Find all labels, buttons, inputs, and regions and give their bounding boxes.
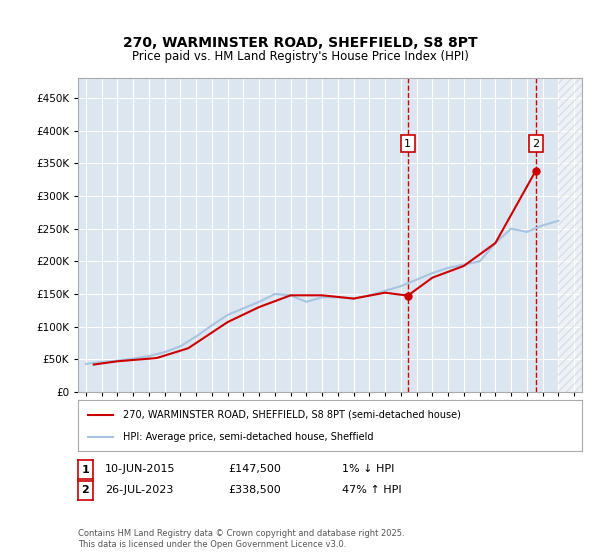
- Text: 1% ↓ HPI: 1% ↓ HPI: [342, 464, 394, 474]
- Bar: [559, 78, 582, 392]
- Text: Price paid vs. HM Land Registry's House Price Index (HPI): Price paid vs. HM Land Registry's House …: [131, 50, 469, 63]
- Text: 2: 2: [82, 486, 89, 495]
- Text: 26-JUL-2023: 26-JUL-2023: [105, 485, 173, 495]
- Text: HPI: Average price, semi-detached house, Sheffield: HPI: Average price, semi-detached house,…: [124, 432, 374, 442]
- Text: 270, WARMINSTER ROAD, SHEFFIELD, S8 8PT: 270, WARMINSTER ROAD, SHEFFIELD, S8 8PT: [122, 36, 478, 50]
- Text: 1: 1: [404, 139, 412, 149]
- Text: £338,500: £338,500: [228, 485, 281, 495]
- Text: Contains HM Land Registry data © Crown copyright and database right 2025.
This d: Contains HM Land Registry data © Crown c…: [78, 529, 404, 549]
- Text: 270, WARMINSTER ROAD, SHEFFIELD, S8 8PT (semi-detached house): 270, WARMINSTER ROAD, SHEFFIELD, S8 8PT …: [124, 409, 461, 419]
- Text: 1: 1: [82, 465, 89, 474]
- Text: £147,500: £147,500: [228, 464, 281, 474]
- Text: 10-JUN-2015: 10-JUN-2015: [105, 464, 176, 474]
- Text: 2: 2: [532, 139, 539, 149]
- Text: 47% ↑ HPI: 47% ↑ HPI: [342, 485, 401, 495]
